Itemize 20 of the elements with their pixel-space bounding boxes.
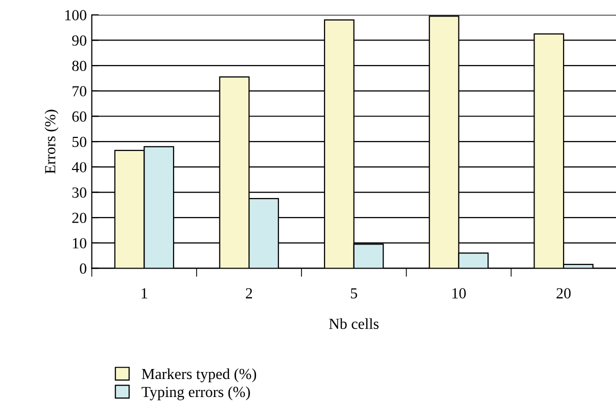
y-tick-label: 70: [72, 86, 86, 96]
y-tick-label: 60: [72, 111, 86, 122]
x-axis-title: Nb cells: [329, 318, 379, 329]
x-tick-label: 2: [246, 288, 252, 298]
x-tick-label: 1: [142, 288, 148, 298]
y-tick-label: 20: [72, 212, 86, 224]
y-tick-label: 40: [72, 162, 86, 172]
y-tick-label: 80: [72, 60, 86, 72]
x-tick-label: 20: [556, 288, 571, 298]
y-tick-label: 30: [72, 187, 86, 198]
x-tick-label: 10: [452, 288, 466, 298]
x-tick-label: 5: [350, 288, 358, 298]
y-tick-label: 100: [65, 10, 86, 20]
y-tick-label: 90: [72, 35, 86, 46]
y-tick-label: 50: [72, 136, 86, 148]
y-tick-label: 10: [72, 238, 86, 248]
legend-label: Typing errors (%): [142, 386, 250, 400]
y-tick-label: 0: [80, 263, 86, 274]
y-axis-title: Errors (%): [44, 110, 58, 174]
legend-label: Markers typed (%): [142, 368, 256, 382]
